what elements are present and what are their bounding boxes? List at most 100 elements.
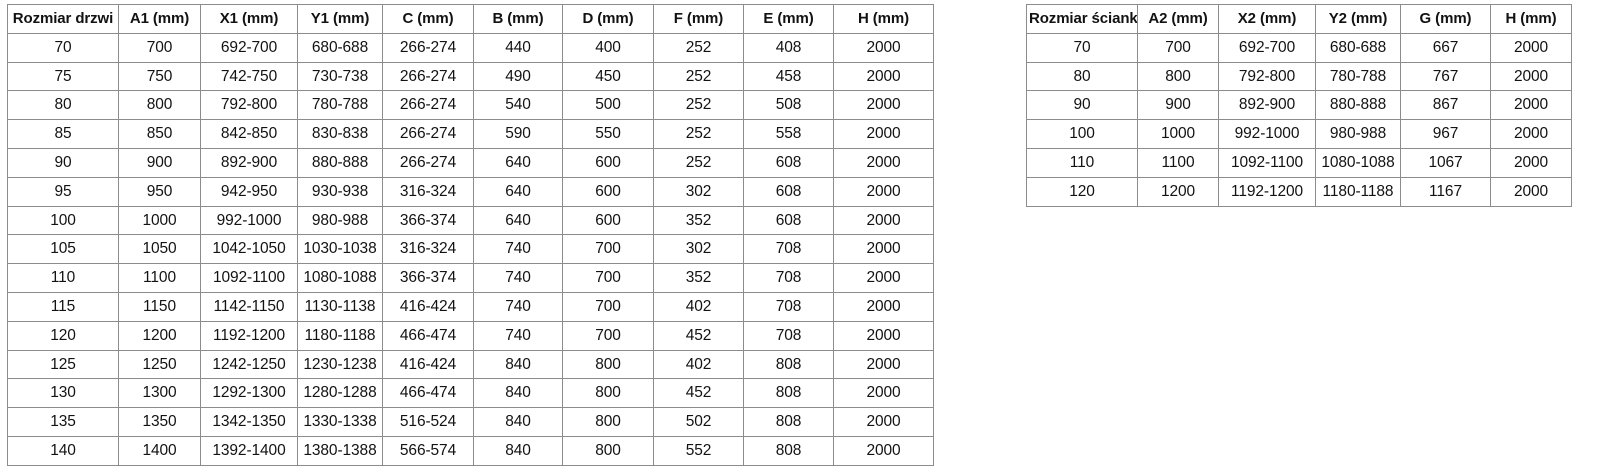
table-cell: 70 [1026, 32, 1138, 63]
table-cell: 640 [473, 205, 563, 236]
table-header-row: Rozmiar drzwi A1 (mm) X1 (mm) Y1 (mm) C … [7, 4, 934, 34]
table-cell: 540 [473, 90, 563, 121]
table-cell: 608 [743, 176, 834, 207]
table-row: 110 1100 1092-1100 1080-1088 366-374 740 700 35… [7, 263, 934, 293]
table-cell: 2000 [833, 435, 934, 466]
table-cell: 85 [7, 119, 119, 149]
column-header-y1: Y1 (mm) [297, 4, 383, 34]
column-header-a1: A1 (mm) [118, 4, 201, 34]
table-cell: 2000 [833, 349, 934, 380]
table-cell: 2000 [833, 234, 934, 265]
table-cell: 100 [1026, 119, 1138, 149]
table-cell: 792-800 [1218, 61, 1316, 92]
table-cell: 1130-1138 [297, 291, 383, 322]
table-row: 135 1350 1342-1350 1330-1338 516-524 840 800 50… [7, 407, 934, 437]
table-cell: 742-750 [200, 61, 298, 92]
table-cell: 508 [743, 90, 834, 121]
table-cell: 120 [1026, 176, 1138, 207]
table-cell: 252 [653, 119, 744, 149]
table-row: 130 1300 1292-1300 1280-1288 466-474 840 800 45… [7, 378, 934, 409]
table-cell: 708 [743, 291, 834, 322]
table-cell: 942-950 [200, 176, 298, 207]
table-cell: 1142-1150 [200, 291, 298, 322]
table-cell: 366-374 [382, 263, 474, 293]
table-cell: 967 [1400, 119, 1491, 149]
table-cell: 1280-1288 [297, 378, 383, 409]
table-cell: 105 [7, 234, 119, 265]
table-cell: 808 [743, 407, 834, 437]
table-cell: 1067 [1400, 147, 1491, 178]
column-header-x2: X2 (mm) [1218, 4, 1316, 34]
table-cell: 840 [473, 378, 563, 409]
table-cell: 130 [7, 378, 119, 409]
table-cell: 700 [1137, 32, 1219, 63]
table-cell: 830-838 [297, 119, 383, 149]
table-cell: 2000 [833, 378, 934, 409]
table-cell: 842-850 [200, 119, 298, 149]
table-cell: 730-738 [297, 61, 383, 92]
table-cell: 1392-1400 [200, 435, 298, 466]
table-cell: 2000 [833, 147, 934, 178]
table-cell: 110 [7, 263, 119, 293]
table-cell: 700 [118, 32, 201, 63]
table-cell: 808 [743, 378, 834, 409]
table-cell: 900 [118, 147, 201, 178]
table-row: 105 1050 1042-1050 1030-1038 316-324 740 700 30… [7, 234, 934, 265]
column-header-d: D (mm) [562, 4, 654, 34]
table-cell: 90 [7, 147, 119, 178]
table-cell: 1000 [118, 205, 201, 236]
table-cell: 452 [653, 320, 744, 351]
table-cell: 500 [562, 90, 654, 121]
table-cell: 992-1000 [200, 205, 298, 236]
table-cell: 75 [7, 61, 119, 92]
table-row: 70 700 692-700 680-688 266-274 440 400 252 408 20… [7, 32, 934, 63]
table-row: 110 1100 1092-1100 1080-1088 1067 2000 [1026, 147, 1572, 178]
table-row: 80 800 792-800 780-788 767 2000 [1026, 61, 1572, 92]
table-cell: 1092-1100 [200, 263, 298, 293]
table-row: 125 1250 1242-1250 1230-1238 416-424 840 800 40… [7, 349, 934, 380]
table-cell: 1100 [1137, 147, 1219, 178]
table-cell: 800 [562, 407, 654, 437]
table-cell: 600 [562, 147, 654, 178]
table-cell: 1350 [118, 407, 201, 437]
table-cell: 600 [562, 176, 654, 207]
table-cell: 680-688 [1315, 32, 1401, 63]
table-row: 100 1000 992-1000 980-988 366-374 640 600 352 60… [7, 205, 934, 236]
column-header-rozmiar-scianki: Rozmiar ścianki [1026, 4, 1138, 34]
table-cell: 2000 [1490, 61, 1572, 92]
table-cell: 1200 [118, 320, 201, 351]
column-header-e: E (mm) [743, 4, 834, 34]
table-cell: 900 [1137, 90, 1219, 121]
table-cell: 1192-1200 [1218, 176, 1316, 207]
table-cell: 640 [473, 176, 563, 207]
column-header-b: B (mm) [473, 4, 563, 34]
table-cell: 708 [743, 320, 834, 351]
table-cell: 100 [7, 205, 119, 236]
table-cell: 708 [743, 263, 834, 293]
table-cell: 780-788 [1315, 61, 1401, 92]
doors-dimensions-table-container: Rozmiar drzwi A1 (mm) X1 (mm) Y1 (mm) C … [7, 4, 934, 466]
table-cell: 1192-1200 [200, 320, 298, 351]
table-cell: 600 [562, 205, 654, 236]
table-cell: 700 [562, 234, 654, 265]
table-cell: 490 [473, 61, 563, 92]
table-cell: 552 [653, 435, 744, 466]
table-cell: 700 [562, 263, 654, 293]
doors-dimensions-table: Rozmiar drzwi A1 (mm) X1 (mm) Y1 (mm) C … [7, 4, 934, 466]
doors-table-head: Rozmiar drzwi A1 (mm) X1 (mm) Y1 (mm) C … [7, 4, 934, 34]
table-cell: 1042-1050 [200, 234, 298, 265]
table-cell: 70 [7, 32, 119, 63]
table-cell: 402 [653, 291, 744, 322]
table-cell: 252 [653, 147, 744, 178]
table-cell: 1167 [1400, 176, 1491, 207]
table-cell: 792-800 [200, 90, 298, 121]
table-row: 75 750 742-750 730-738 266-274 490 450 252 458 20… [7, 61, 934, 92]
table-cell: 692-700 [1218, 32, 1316, 63]
walls-table-body: 70 700 692-700 680-688 667 2000 80 800 792-800 78… [1026, 32, 1572, 207]
table-cell: 2000 [833, 291, 934, 322]
table-cell: 867 [1400, 90, 1491, 121]
table-cell: 466-474 [382, 378, 474, 409]
table-cell: 302 [653, 234, 744, 265]
table-cell: 1180-1188 [297, 320, 383, 351]
